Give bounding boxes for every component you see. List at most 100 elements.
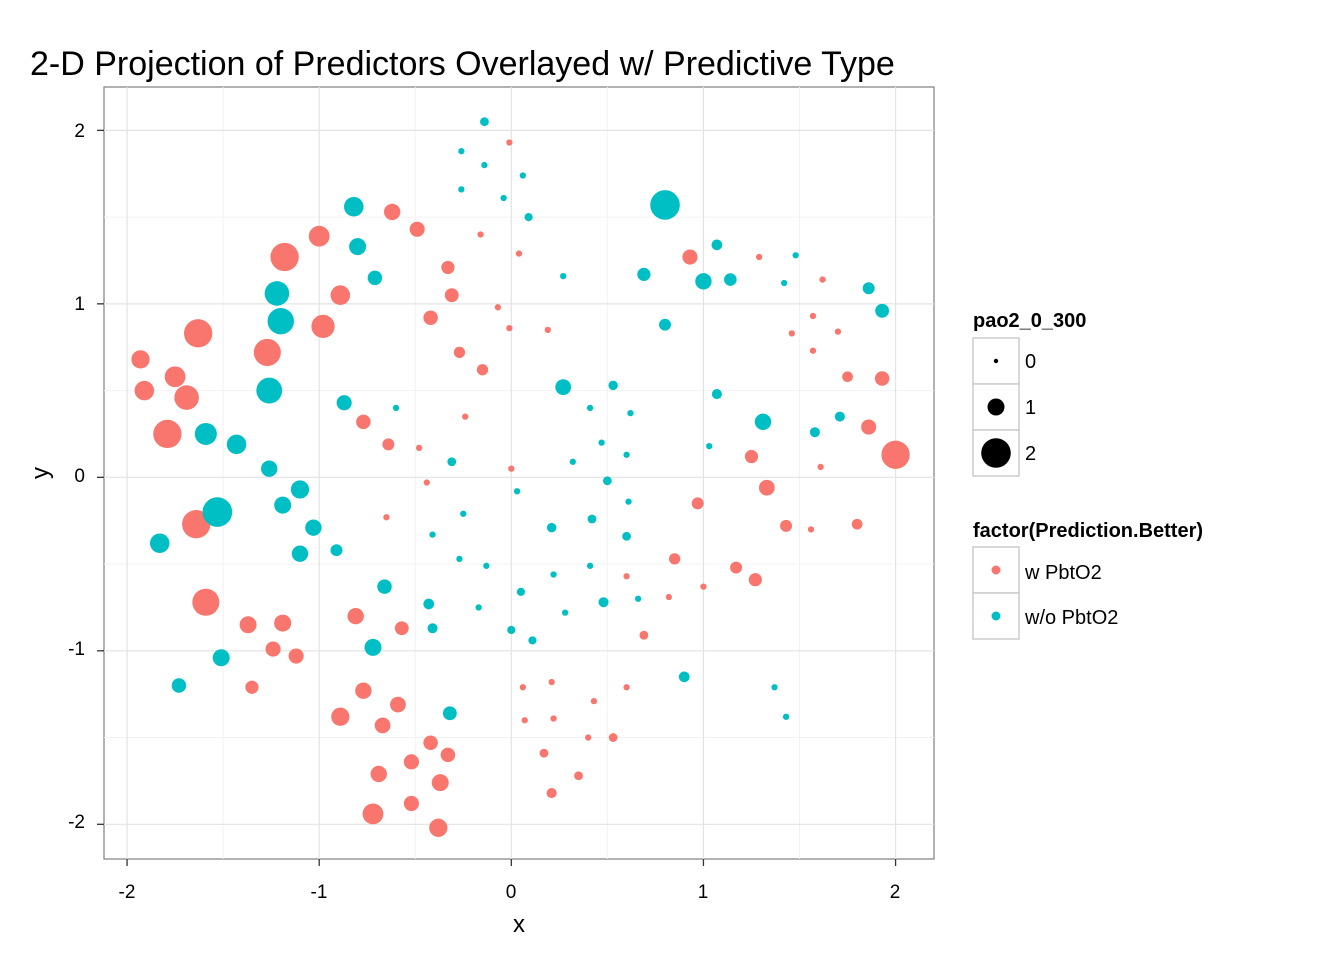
major-gridlines [104,87,934,859]
data-point-red [548,678,555,686]
data-point-teal [194,422,217,445]
data-point-red [780,519,793,532]
data-point-red [253,338,281,366]
data-point-red [494,304,502,311]
data-point-teal [634,595,642,602]
data-point-teal [480,117,489,127]
data-point-red [429,818,448,837]
data-point-red [274,614,292,632]
data-point-teal [367,270,383,286]
data-point-red [245,680,259,694]
data-point-red [174,385,199,410]
data-point-teal [442,706,457,721]
data-point-teal [625,498,632,505]
size-legend-title: pao2_0_300 [973,310,1086,332]
data-point-red [585,734,592,741]
data-point-teal [561,609,569,616]
data-point-red [861,419,877,435]
data-point-red [409,221,425,237]
color-legend-dot [991,565,1001,575]
data-point-red [382,438,395,451]
data-point-teal [754,413,772,431]
data-point-red [374,717,391,734]
data-point-red [370,765,387,783]
color-legend-label-1: w/o PbtO2 [1024,607,1118,629]
data-point-teal [481,161,488,169]
data-point-red [431,774,449,792]
data-point-teal [513,488,521,495]
data-point-red [134,380,155,401]
data-point-teal [780,279,788,287]
data-points [131,117,910,837]
color-legend-title: factor(Prediction.Better) [973,520,1203,542]
data-point-red [182,510,211,539]
data-point-teal [261,460,278,477]
data-point-teal [809,427,820,438]
size-legend-label-1: 1 [1025,397,1036,419]
data-point-teal [377,579,392,594]
data-point-red [265,641,281,657]
data-point-red [403,754,419,770]
data-point-red [521,717,528,724]
data-point-teal [458,148,465,155]
data-point-red [758,479,775,496]
data-point-red [441,260,455,275]
data-point-teal [550,571,557,578]
data-point-red [444,288,459,303]
data-point-teal [274,496,292,514]
data-point-teal [330,544,343,557]
y-tick-label-4: 2 [74,121,85,142]
data-point-red [308,225,330,247]
data-point-red [819,276,826,283]
data-point-red [423,479,430,486]
data-point-teal [447,457,457,467]
data-point-teal [475,604,482,611]
data-point-red [809,312,817,320]
data-point-teal [392,404,400,412]
data-point-teal [507,625,516,635]
data-point-red [539,748,549,758]
data-point-teal [598,439,605,446]
data-point-red [192,588,220,616]
data-point-teal [637,267,651,281]
data-point-red [700,583,707,590]
data-point-red [668,553,681,565]
data-point-red [756,253,763,261]
data-point-teal [483,562,490,569]
data-point-red [788,330,795,337]
color-legend-dot [991,611,1001,621]
data-point-red [423,735,438,751]
data-point-red [462,413,469,420]
chart-title: 2-D Projection of Predictors Overlayed w… [30,45,895,83]
data-point-red [730,561,743,574]
x-tick-label-3: 1 [698,882,709,903]
data-point-teal [344,196,364,217]
data-point-teal [516,587,526,596]
data-point-red [384,203,401,221]
data-point-red [506,324,513,332]
data-point-red [347,607,364,625]
data-point-red [639,630,649,640]
data-point-teal [458,186,465,193]
data-point-red [550,715,557,722]
y-tick-label-2: 0 [74,466,85,487]
data-point-red [477,231,484,238]
data-point-teal [711,389,722,400]
data-point-teal [771,684,778,691]
data-point-red [239,616,257,634]
x-tick-label-2: 0 [506,882,517,903]
size-legend-dots [981,358,1011,468]
data-point-teal [711,239,723,251]
data-point-teal [792,252,799,259]
data-point-teal [598,597,609,608]
y-axis-title: y [27,467,54,479]
data-point-red [183,319,213,348]
color-legend-dots [991,565,1001,621]
data-point-teal [875,303,890,318]
data-point-teal [290,480,310,499]
size-legend-dot [987,398,1005,416]
data-point-teal [650,190,680,220]
y-tick-label-3: 1 [74,294,85,315]
data-point-red [574,771,583,781]
data-point-teal [678,671,690,683]
